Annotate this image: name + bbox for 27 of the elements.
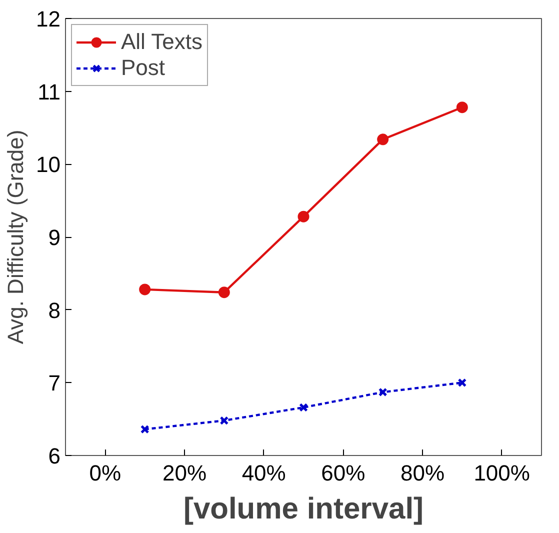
y-tick-label: 7 — [48, 370, 61, 396]
y-tick-label: 6 — [48, 444, 61, 468]
y-tick-label: 8 — [48, 298, 61, 323]
x-tick-label: 40% — [242, 460, 286, 486]
point — [299, 403, 308, 412]
point — [139, 284, 151, 296]
x-tick-label: 0% — [89, 460, 122, 486]
legend-label: Post — [121, 55, 166, 81]
x-tick-label: 60% — [321, 460, 366, 486]
x-tick-label: 80% — [400, 460, 445, 486]
x-tick-label: 20% — [162, 460, 207, 486]
y-tick-label: 11 — [38, 79, 61, 104]
point — [140, 424, 150, 434]
x-tick-label: 100% — [474, 460, 530, 486]
y-axis-title: Avg. Difficulty (Grade) — [3, 130, 28, 344]
legend-label: All Texts — [121, 29, 203, 55]
point — [456, 102, 468, 114]
y-tick-label: 12 — [36, 6, 61, 32]
point — [218, 286, 230, 298]
y-tick-label: 10 — [36, 152, 61, 178]
point — [298, 210, 310, 222]
point — [377, 134, 389, 146]
point — [458, 378, 467, 388]
y-tick-label: 9 — [48, 225, 61, 250]
point — [378, 388, 388, 397]
point — [220, 416, 229, 425]
x-axis-title: [volume interval] — [183, 492, 424, 526]
